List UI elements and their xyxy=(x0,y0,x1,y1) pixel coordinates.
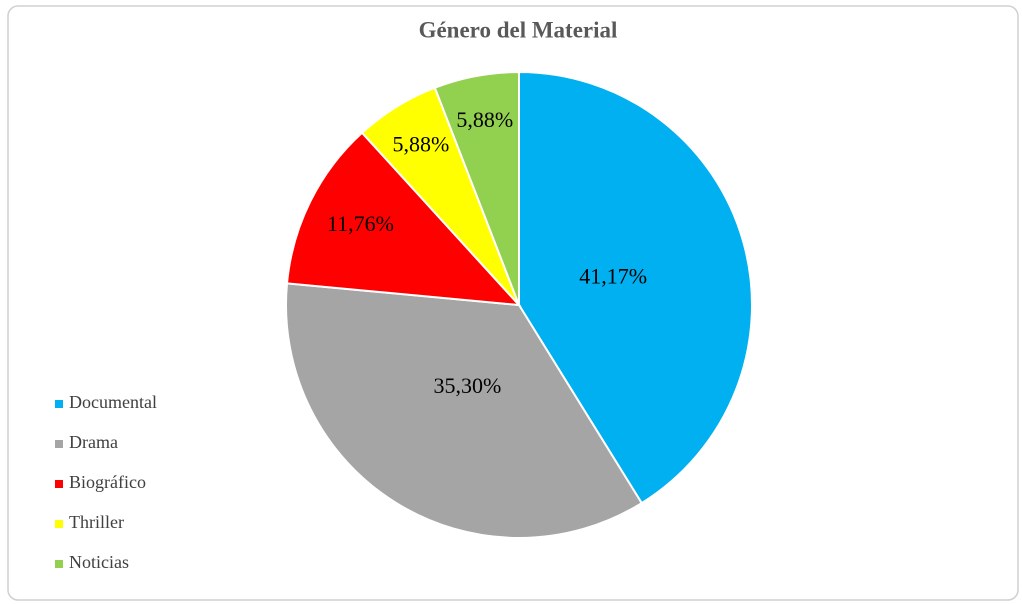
legend-label: Thriller xyxy=(69,512,124,532)
pie-slice xyxy=(285,282,644,539)
legend-label: Biográfico xyxy=(69,472,146,492)
data-label: 35,30% xyxy=(434,373,502,398)
pie-slice xyxy=(285,131,522,307)
data-label: 5,88% xyxy=(392,132,449,157)
data-label: 5,88% xyxy=(456,107,513,132)
pie-slice xyxy=(518,70,753,505)
data-label: 11,76% xyxy=(327,211,394,236)
legend-swatch xyxy=(55,560,63,568)
pie-slice xyxy=(433,70,520,306)
legend-label: Noticias xyxy=(69,552,129,572)
legend-label: Documental xyxy=(69,392,157,412)
legend-swatch xyxy=(55,400,63,408)
legend-swatch xyxy=(55,440,63,448)
legend-label: Drama xyxy=(69,432,118,452)
data-label: 41,17% xyxy=(579,263,647,288)
legend-swatch xyxy=(55,480,63,488)
legend-swatch xyxy=(55,520,63,528)
chart-title: Género del Material xyxy=(419,17,618,42)
